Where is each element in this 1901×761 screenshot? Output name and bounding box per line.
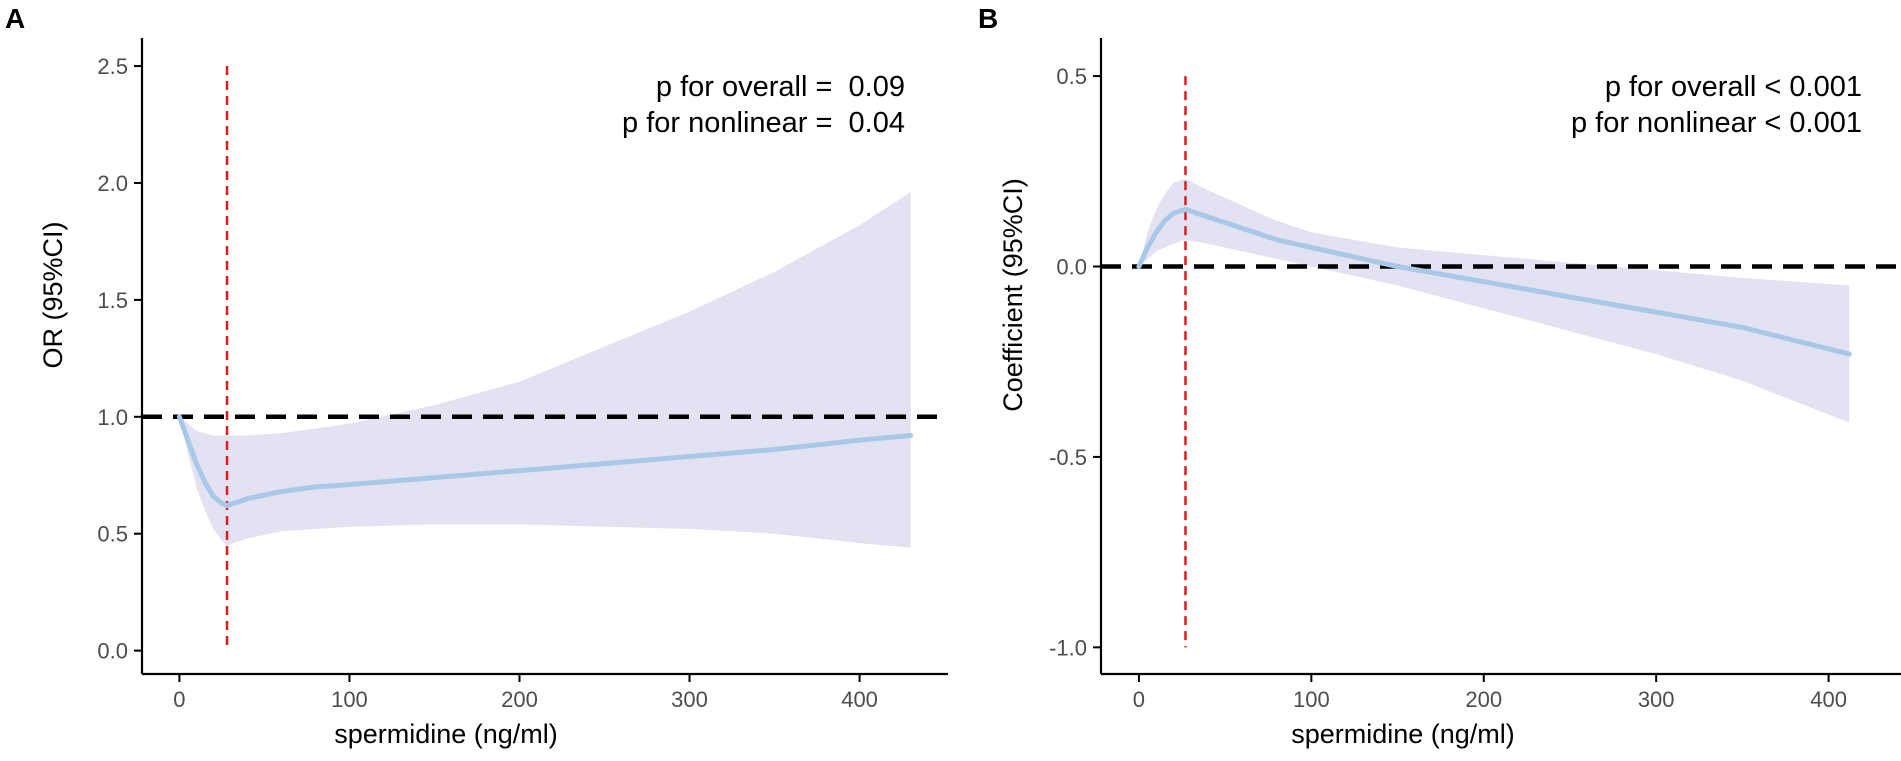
panel-a-x-tick-label: 200 [501,687,538,712]
panel-a-y-tick-label: 0.5 [97,522,128,547]
panel-b-x-tick-label: 0 [1133,687,1145,712]
panel-a-axes: 0.0 0.5 1.0 1.5 2.0 2.5 0 100 200 300 400 [97,38,948,712]
panel-a-x-tick-label: 100 [331,687,368,712]
panel-b-ref-layer [1101,76,1901,648]
panel-b-axes: -1.0 -0.5 0.0 0.5 0 100 200 300 400 [1049,38,1901,712]
panel-b-curve-layer [1136,206,1852,357]
panel-a-y-tick-label: 2.0 [97,171,128,196]
panel-b-x-tick-label: 400 [1810,687,1847,712]
panel-a: A 0.0 0.5 1.0 1.5 2.0 2.5 0 100 200 300 400 spermi… [5,3,948,749]
panel-a-y-axis-title: OR (95%CI) [38,221,68,368]
panel-a-y-tick-label: 0.0 [97,639,128,664]
panel-b-x-tick-label: 200 [1465,687,1502,712]
panel-a-y-tick-label: 2.5 [97,54,128,79]
panel-b: B -1.0 -0.5 0.0 0.5 0 100 200 300 400 spermidine… [978,3,1901,749]
panel-a-estimate-curve [176,414,914,509]
panel-b-p-overall: p for overall < 0.001 [1605,71,1862,103]
panel-b-label: B [978,3,998,34]
panel-b-x-tick-label: 100 [1293,687,1330,712]
panel-a-x-tick-label: 400 [841,687,878,712]
panel-a-x-axis-title: spermidine (ng/ml) [334,719,558,749]
panel-b-estimate-curve [1136,206,1852,357]
panel-b-ci-band [1138,178,1850,423]
panel-a-x-tick-label: 0 [173,687,185,712]
panel-a-label: A [5,3,25,34]
panel-b-ci-layer [1138,178,1850,423]
panel-a-ci-band [179,192,911,548]
panel-b-p-nonlinear: p for nonlinear < 0.001 [1571,107,1862,139]
panel-b-y-tick-label: -0.5 [1049,445,1087,470]
panel-a-p-nonlinear: p for nonlinear = 0.04 [622,107,905,139]
panel-b-y-tick-label: 0.5 [1056,64,1087,89]
panel-a-x-tick-label: 300 [671,687,708,712]
panel-a-ref-layer [142,66,948,651]
panel-a-y-tick-label: 1.0 [97,405,128,430]
panel-b-x-tick-label: 300 [1638,687,1675,712]
panel-b-x-axis-title: spermidine (ng/ml) [1291,719,1515,749]
panel-a-y-tick-label: 1.5 [97,288,128,313]
panel-b-y-axis-title: Coefficient (95%CI) [998,178,1028,412]
panel-a-curve-layer [176,414,914,509]
panel-b-y-tick-label: -1.0 [1049,635,1087,660]
panel-a-ci-layer [179,192,911,548]
panel-b-y-tick-label: 0.0 [1056,255,1087,280]
panel-a-p-overall: p for overall = 0.09 [656,71,905,103]
